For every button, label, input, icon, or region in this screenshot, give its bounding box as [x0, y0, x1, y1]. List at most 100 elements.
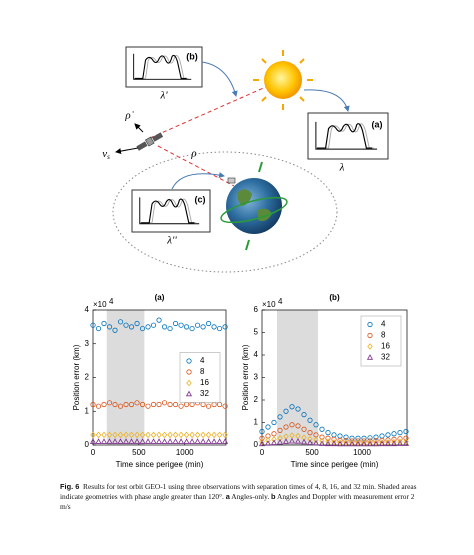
point	[167, 325, 173, 332]
point	[101, 431, 107, 439]
point	[189, 431, 195, 439]
point	[373, 439, 379, 446]
velocity-subscript: s	[107, 153, 110, 161]
point	[150, 322, 157, 328]
point	[172, 401, 179, 408]
chart-title: (b)	[329, 293, 340, 302]
point	[205, 431, 212, 439]
point	[355, 439, 361, 446]
legend-marker	[367, 321, 373, 328]
point	[349, 438, 355, 444]
point	[90, 431, 96, 439]
legend-marker	[367, 332, 373, 339]
legend-label: 16	[381, 342, 390, 351]
box-tag: (c)	[195, 194, 206, 204]
point	[319, 437, 325, 445]
y-multiplier-exponent: 4	[278, 297, 283, 306]
point	[183, 401, 190, 408]
point	[259, 435, 265, 441]
point	[128, 401, 135, 408]
legend-label: 8	[381, 331, 386, 340]
point	[161, 400, 168, 406]
box-b: (b) λ'	[125, 46, 238, 102]
point	[361, 439, 367, 446]
legend-marker	[367, 343, 373, 350]
point	[194, 322, 201, 328]
caption-text: Angles-only.	[229, 492, 272, 501]
point	[337, 433, 343, 439]
point	[211, 431, 217, 439]
sun	[253, 50, 313, 110]
point	[324, 440, 332, 447]
x-tick-label: 0	[91, 448, 96, 457]
point	[155, 438, 163, 444]
point	[112, 431, 118, 439]
earth	[220, 161, 288, 251]
x-tick-label: 0	[260, 448, 265, 457]
point	[403, 435, 409, 441]
point	[343, 437, 349, 444]
point	[106, 438, 113, 444]
point	[205, 438, 212, 444]
point	[342, 440, 350, 447]
point	[343, 434, 349, 440]
y-multiplier: ×10	[262, 300, 276, 309]
point	[183, 431, 190, 439]
y-axis-label: Position error (km)	[72, 344, 81, 410]
point	[211, 401, 217, 408]
orbit	[112, 151, 338, 273]
y-tick-label: 1	[85, 406, 90, 415]
point	[117, 438, 124, 444]
point	[283, 424, 289, 430]
legend-label: 8	[200, 367, 205, 376]
y-tick-label: 1	[254, 418, 259, 427]
point	[200, 401, 206, 408]
point	[178, 322, 184, 328]
point	[134, 431, 140, 439]
point	[161, 324, 168, 330]
point	[134, 320, 140, 327]
point	[216, 438, 223, 444]
point	[379, 433, 385, 439]
point	[301, 412, 307, 418]
point	[156, 431, 162, 439]
point	[216, 431, 223, 439]
point	[150, 401, 157, 408]
point	[307, 430, 313, 436]
y-tick-label: 2	[254, 395, 259, 404]
point	[167, 401, 173, 408]
box-axis: λ	[339, 162, 345, 174]
caption-text: Angles and Doppler with measurement erro…	[60, 492, 415, 511]
point	[150, 431, 157, 439]
caption-text: Results for test orbit GEO-1 using three…	[60, 482, 417, 501]
point	[117, 431, 124, 439]
point	[145, 431, 151, 439]
point	[385, 439, 391, 446]
point	[112, 327, 118, 333]
point	[117, 403, 124, 409]
x-axis-label: Time since perigee (min)	[291, 460, 379, 469]
point	[100, 438, 108, 444]
point	[325, 435, 331, 441]
point	[271, 436, 277, 443]
point	[289, 404, 295, 410]
plot-frame	[92, 309, 227, 446]
point	[283, 408, 289, 414]
y-tick-label: 4	[254, 350, 259, 359]
point	[145, 324, 151, 330]
point	[199, 438, 207, 444]
point	[216, 401, 223, 408]
point	[177, 438, 185, 444]
point	[403, 438, 409, 445]
point	[265, 437, 271, 444]
point	[385, 432, 391, 438]
point	[289, 422, 295, 428]
point	[101, 320, 107, 327]
x-tick-label: 500	[132, 448, 146, 457]
point	[172, 431, 179, 439]
satellite	[136, 132, 164, 151]
point	[139, 438, 146, 444]
